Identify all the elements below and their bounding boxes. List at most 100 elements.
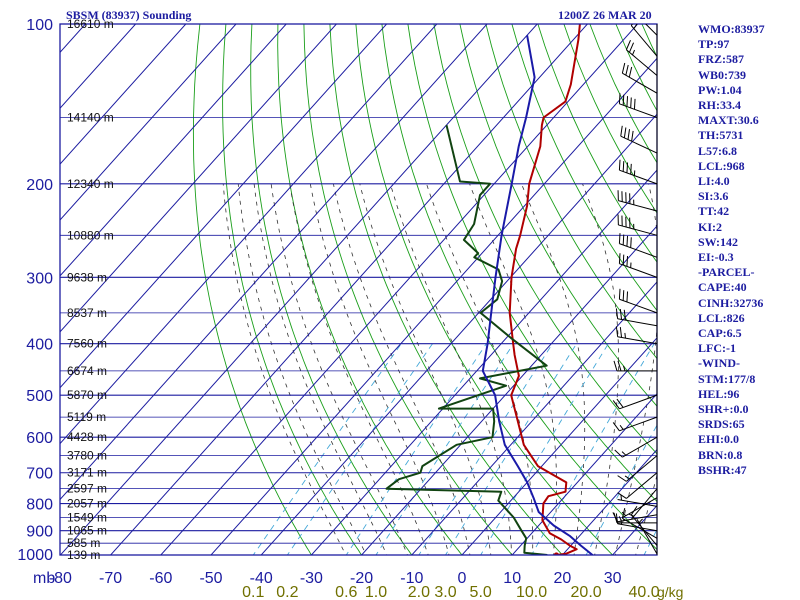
mixing-ratio-tick-label: 2.0 [408,584,430,600]
dry-adiabat [433,24,657,455]
pressure-tick-label: 500 [26,388,53,405]
isotherm [60,24,488,501]
height-label: 2597 m [67,482,107,496]
sounding-index: -WIND- [698,356,740,371]
sounding-index: FRZ:587 [698,52,744,67]
sounding-index: SW:142 [698,234,739,249]
pressure-tick-label: 700 [26,466,53,483]
moist-adiabat [469,183,557,555]
wind-barb [645,24,658,36]
isotherm [461,337,657,555]
mixing-ratio-line [418,343,553,555]
grid-lines [60,24,657,555]
mixing-ratio-line [286,343,433,555]
height-label: 5870 m [67,388,107,402]
mixing-ratio-tick-label: 5.0 [470,584,492,600]
sounding-index: TP:97 [698,37,730,52]
isotherm [60,24,338,333]
dry-adiabat [192,24,312,555]
sounding-index: CAPE:40 [698,280,747,295]
moist-adiabat [582,183,619,555]
dry-adiabat [485,24,657,360]
mixing-ratio-tick-label: 1.0 [365,584,387,600]
isotherm [60,24,388,389]
mb-axis-label: mb [33,570,55,587]
pressure-tick-label: 600 [26,430,53,447]
wind-barb [613,360,657,372]
sounding-index: WMO:83937 [698,22,765,36]
sounding-index: LI:4.0 [698,174,730,189]
temperature-tick-label: -50 [199,570,222,587]
temperature-tick-label: -30 [300,570,323,587]
sounding-index: LFC:-1 [698,341,736,356]
pressure-tick-label: 1000 [17,547,53,564]
moist-adiabat [253,183,388,555]
pressure-tick-label: 400 [26,337,53,354]
sounding-index: SI:3.6 [698,189,729,204]
dry-adiabat [537,24,657,263]
mixing-ratio-line [252,343,402,555]
dry-adiabat [407,24,657,503]
height-label: 3780 m [67,449,107,463]
mixing-ratio-tick-label: 3.0 [434,584,456,600]
height-label: 14140 m [67,111,114,125]
wind-barb [617,494,658,507]
wind-barb [612,416,658,432]
isotherm [360,225,657,555]
sounding-index: TT:42 [698,204,730,219]
sounding-index: KI:2 [698,219,722,234]
temperature-tick-label: 10 [503,570,521,587]
chart-title: SBSM (83937) Sounding [66,8,192,22]
pressure-tick-label: 800 [26,497,53,514]
temperature-tick-label: -60 [149,570,172,587]
wind-barb [625,39,658,76]
wind-barbs [612,24,658,555]
mixing-ratio-tick-label: 10.0 [516,584,547,600]
sounding-index: EHI:0.0 [698,432,740,447]
temperature-tick-label: -70 [99,570,122,587]
height-label: 1065 m [67,524,107,538]
sounding-index: BSHR:47 [698,462,747,477]
isotherm [160,24,639,555]
mixing-ratio-line [345,343,487,555]
wind-barb [615,308,658,327]
wind-barb [618,93,658,118]
isotherm [60,24,237,221]
height-label: 1549 m [67,511,107,525]
height-label: 5119 m [67,410,106,424]
temperature-tick-label: 20 [554,570,572,587]
sounding-line-0 [508,24,581,555]
pressure-tick-label: 200 [26,177,53,194]
sounding-index: PW:1.04 [698,82,742,97]
moist-adiabat [390,183,513,555]
wind-barb [612,394,658,410]
dry-adiabat [303,24,513,555]
dry-adiabat [329,24,564,555]
sounding-index: LCL:968 [698,158,745,173]
sounding-index: SHR+:0.0 [698,402,749,417]
mixing-ratio-unit: g/kg [657,584,683,600]
moist-adiabat [521,183,586,555]
plot-frame [59,23,658,556]
pressure-tick-label: 300 [26,270,53,287]
isotherm [511,393,657,555]
isotherm [60,24,538,555]
sounding-index: EI:-0.3 [698,250,734,265]
dry-adiabat [222,24,363,555]
wind-barb [618,233,658,258]
mixing-ratio-tick-label: 0.6 [335,584,357,600]
sounding-index: LCL:826 [698,310,745,325]
wind-barb [630,24,658,57]
temperature-tick-label: 30 [604,570,622,587]
isotherm [60,24,287,277]
wind-barb [617,214,658,236]
sounding-index: MAXT:30.6 [698,113,759,128]
sounding-indices: WMO:83937 TP:97 FRZ:587 WB0:739 PW:1.04 RH:33… [698,22,798,478]
wind-barb [615,326,658,345]
mixing-ratio-line [375,343,514,555]
sounding-index: CAP:6.5 [698,326,742,341]
sounding-series [385,24,594,555]
sounding-index: WB0:739 [698,67,746,82]
